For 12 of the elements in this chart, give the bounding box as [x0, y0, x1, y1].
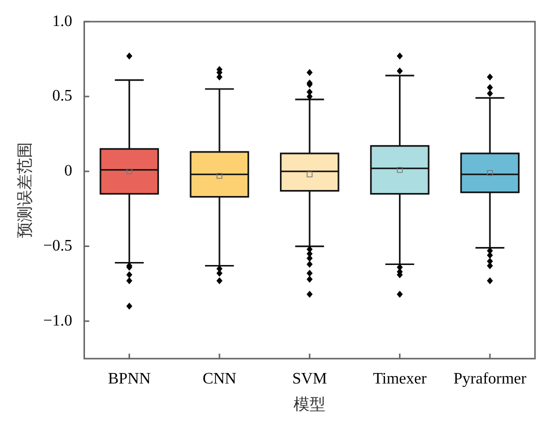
- y-axis-title: 预测误差范围: [16, 142, 34, 238]
- x-tick-label: BPNN: [108, 370, 152, 388]
- y-tick-label: 0.5: [52, 88, 72, 105]
- y-tick-label: −1.0: [43, 312, 72, 330]
- x-tick-label: Pyraformer: [453, 370, 528, 388]
- x-axis-title: 模型: [294, 396, 326, 414]
- y-tick-label: −0.5: [43, 237, 72, 254]
- x-tick-label: Timexer: [372, 370, 428, 388]
- y-tick-label: 1.0: [52, 12, 72, 30]
- y-tick-label: 0: [64, 162, 72, 180]
- x-tick-label: CNN: [202, 370, 237, 388]
- x-tick-label: SVM: [292, 370, 327, 388]
